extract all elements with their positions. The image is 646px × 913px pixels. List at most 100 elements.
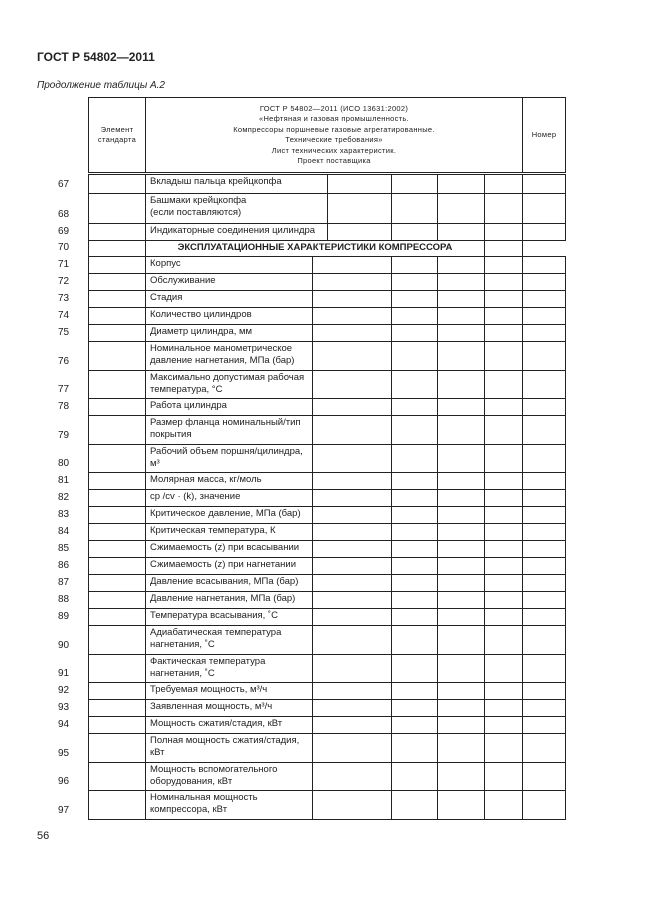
- value-cell[interactable]: [391, 489, 438, 507]
- element-cell[interactable]: [88, 472, 146, 490]
- value-cell[interactable]: [437, 682, 485, 700]
- number-cell[interactable]: [522, 369, 566, 399]
- value-cell[interactable]: [484, 574, 523, 592]
- value-cell[interactable]: [391, 290, 438, 308]
- value-cell[interactable]: [437, 540, 485, 558]
- value-cell[interactable]: [391, 369, 438, 399]
- value-cell[interactable]: [437, 398, 485, 416]
- value-cell[interactable]: [437, 506, 485, 524]
- number-cell[interactable]: [522, 223, 566, 241]
- value-cell[interactable]: [437, 489, 485, 507]
- element-cell[interactable]: [88, 733, 146, 763]
- value-cell[interactable]: [437, 625, 485, 655]
- element-cell[interactable]: [88, 540, 146, 558]
- value-cell[interactable]: [391, 415, 438, 445]
- value-cell[interactable]: [437, 273, 485, 291]
- value-cell[interactable]: [312, 790, 392, 820]
- value-cell[interactable]: [484, 398, 523, 416]
- element-cell[interactable]: [88, 324, 146, 342]
- value-cell[interactable]: [484, 223, 523, 241]
- element-cell[interactable]: [88, 574, 146, 592]
- number-cell[interactable]: [522, 682, 566, 700]
- value-cell[interactable]: [391, 273, 438, 291]
- value-cell[interactable]: [391, 540, 438, 558]
- value-cell[interactable]: [484, 540, 523, 558]
- number-cell[interactable]: [522, 173, 566, 194]
- value-cell[interactable]: [484, 591, 523, 609]
- number-cell[interactable]: [522, 324, 566, 342]
- value-cell[interactable]: [437, 699, 485, 717]
- value-cell[interactable]: [312, 290, 392, 308]
- number-cell[interactable]: [522, 472, 566, 490]
- element-cell[interactable]: [88, 240, 146, 257]
- value-cell[interactable]: [391, 472, 438, 490]
- number-cell[interactable]: [522, 193, 566, 224]
- value-cell[interactable]: [437, 193, 485, 224]
- element-cell[interactable]: [88, 173, 146, 194]
- number-cell[interactable]: [522, 506, 566, 524]
- element-cell[interactable]: [88, 369, 146, 399]
- value-cell[interactable]: [484, 761, 523, 791]
- value-cell[interactable]: [312, 472, 392, 490]
- value-cell[interactable]: [312, 307, 392, 325]
- element-cell[interactable]: [88, 625, 146, 655]
- value-cell[interactable]: [391, 608, 438, 626]
- value-cell[interactable]: [484, 733, 523, 763]
- value-cell[interactable]: [312, 608, 392, 626]
- value-cell[interactable]: [437, 653, 485, 683]
- value-cell[interactable]: [484, 653, 523, 683]
- number-cell[interactable]: [522, 625, 566, 655]
- value-cell[interactable]: [391, 193, 438, 224]
- element-cell[interactable]: [88, 591, 146, 609]
- value-cell[interactable]: [484, 443, 523, 473]
- value-cell[interactable]: [391, 341, 438, 371]
- value-cell[interactable]: [327, 193, 392, 224]
- value-cell[interactable]: [437, 790, 485, 820]
- element-cell[interactable]: [88, 193, 146, 224]
- value-cell[interactable]: [312, 716, 392, 734]
- value-cell[interactable]: [437, 173, 485, 194]
- element-cell[interactable]: [88, 398, 146, 416]
- number-cell[interactable]: [522, 653, 566, 683]
- value-cell[interactable]: [391, 557, 438, 575]
- value-cell[interactable]: [437, 591, 485, 609]
- value-cell[interactable]: [391, 653, 438, 683]
- element-cell[interactable]: [88, 653, 146, 683]
- value-cell[interactable]: [484, 682, 523, 700]
- number-cell[interactable]: [522, 699, 566, 717]
- element-cell[interactable]: [88, 273, 146, 291]
- value-cell[interactable]: [312, 682, 392, 700]
- value-cell[interactable]: [484, 369, 523, 399]
- number-cell[interactable]: [522, 733, 566, 763]
- value-cell[interactable]: [437, 574, 485, 592]
- value-cell[interactable]: [391, 574, 438, 592]
- value-cell[interactable]: [312, 574, 392, 592]
- value-cell[interactable]: [437, 415, 485, 445]
- value-cell[interactable]: [484, 173, 523, 194]
- value-cell[interactable]: [312, 506, 392, 524]
- value-cell[interactable]: [391, 733, 438, 763]
- number-cell[interactable]: [522, 443, 566, 473]
- value-cell[interactable]: [484, 716, 523, 734]
- number-cell[interactable]: [484, 240, 523, 257]
- element-cell[interactable]: [88, 489, 146, 507]
- value-cell[interactable]: [312, 557, 392, 575]
- element-cell[interactable]: [88, 415, 146, 445]
- value-cell[interactable]: [437, 256, 485, 274]
- number-cell[interactable]: [522, 591, 566, 609]
- number-cell[interactable]: [522, 341, 566, 371]
- value-cell[interactable]: [391, 523, 438, 541]
- element-cell[interactable]: [88, 557, 146, 575]
- value-cell[interactable]: [391, 699, 438, 717]
- value-cell[interactable]: [312, 540, 392, 558]
- value-cell[interactable]: [484, 256, 523, 274]
- value-cell[interactable]: [391, 790, 438, 820]
- number-cell[interactable]: [522, 761, 566, 791]
- element-cell[interactable]: [88, 608, 146, 626]
- element-cell[interactable]: [88, 682, 146, 700]
- value-cell[interactable]: [484, 790, 523, 820]
- value-cell[interactable]: [437, 716, 485, 734]
- element-cell[interactable]: [88, 699, 146, 717]
- value-cell[interactable]: [391, 173, 438, 194]
- number-cell[interactable]: [522, 716, 566, 734]
